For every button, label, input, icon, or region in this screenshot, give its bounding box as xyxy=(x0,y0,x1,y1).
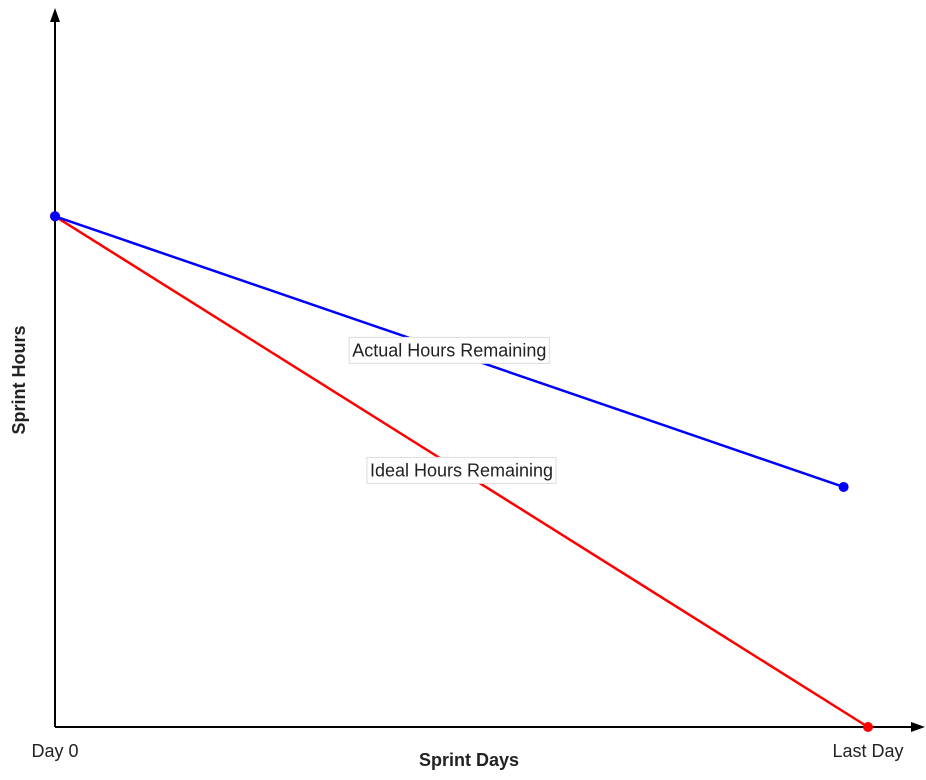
data-point xyxy=(838,481,849,492)
y-axis-arrow xyxy=(50,8,60,22)
series-label-box xyxy=(366,456,557,484)
x-axis-title: Sprint Days xyxy=(419,750,519,770)
series-label-box xyxy=(348,336,550,364)
y-axis-title: Sprint Hours xyxy=(9,325,29,434)
data-point xyxy=(50,211,60,222)
x-tick-label: Day 0 xyxy=(31,741,78,761)
data-point xyxy=(863,722,873,732)
x-tick-label: Last Day xyxy=(832,741,903,761)
series-label: Actual Hours Remaining xyxy=(352,340,546,360)
x-axis-arrow xyxy=(911,722,925,732)
series-label: Ideal Hours Remaining xyxy=(370,460,553,480)
